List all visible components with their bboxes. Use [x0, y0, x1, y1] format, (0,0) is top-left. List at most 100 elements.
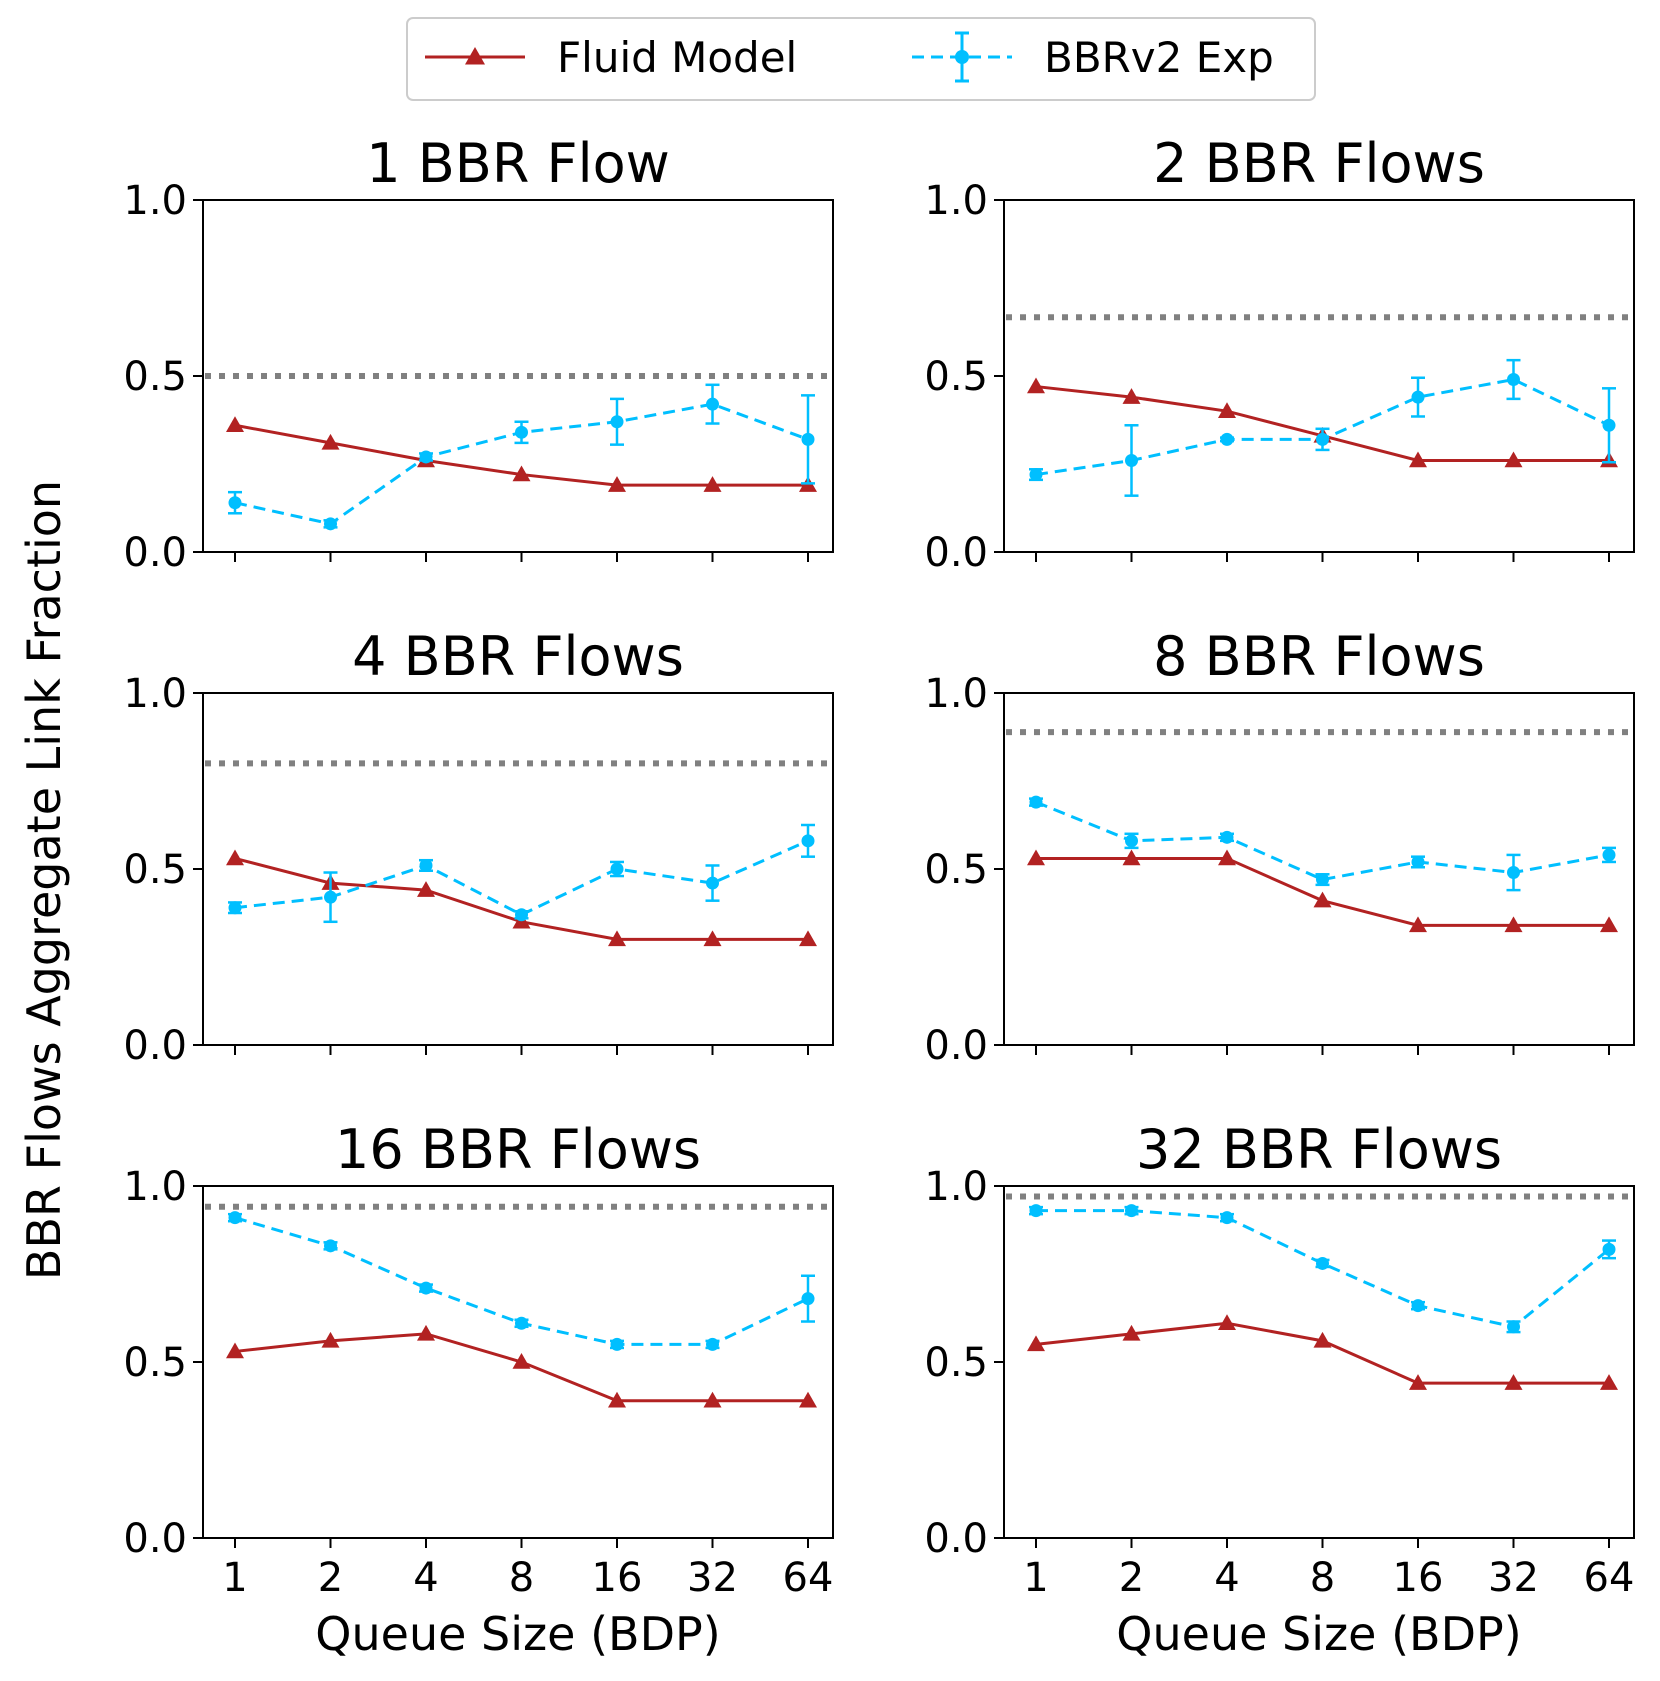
- panel-title: 32 BBR Flows: [1136, 1118, 1502, 1181]
- data-point-fluid-model: [1409, 1374, 1427, 1390]
- data-point-fluid-model: [608, 930, 626, 947]
- y-tick-label: 0.5: [123, 1340, 187, 1386]
- y-tick-label: 1.0: [123, 178, 187, 224]
- data-point-bbrv2-exp: [1602, 848, 1616, 862]
- data-point-fluid-model: [1027, 849, 1045, 866]
- data-point-bbrv2-exp: [801, 834, 815, 848]
- data-point-fluid-model: [417, 1324, 435, 1341]
- data-point-bbrv2-exp: [1220, 1211, 1234, 1225]
- y-tick-label: 0.5: [924, 354, 988, 400]
- data-point-fluid-model: [1027, 377, 1045, 394]
- x-tick-label: 4: [413, 1555, 438, 1601]
- y-tick-label: 1.0: [924, 178, 988, 224]
- x-tick-label: 8: [1310, 1555, 1335, 1601]
- data-point-bbrv2-exp: [1316, 1256, 1329, 1270]
- x-tick-label: 16: [1393, 1555, 1444, 1601]
- y-tick-label: 0.0: [924, 530, 988, 576]
- legend-label-bbrv2-exp: BBRv2 Exp: [1044, 33, 1274, 82]
- data-point-fluid-model: [417, 881, 435, 897]
- data-point-bbrv2-exp: [706, 397, 719, 411]
- data-point-fluid-model: [1122, 388, 1141, 404]
- data-point-fluid-model: [512, 465, 531, 482]
- data-point-fluid-model: [1504, 451, 1523, 468]
- y-tick-label: 0.5: [123, 847, 187, 893]
- y-tick-label: 0.5: [924, 1340, 988, 1386]
- data-point-bbrv2-exp: [706, 876, 719, 890]
- legend-label-fluid-model: Fluid Model: [557, 33, 797, 82]
- y-axis-label: BBR Flows Aggregate Link Fraction: [17, 480, 71, 1280]
- data-point-fluid-model: [1504, 1374, 1523, 1390]
- data-point-bbrv2-exp: [324, 890, 337, 904]
- x-tick-label: 32: [1488, 1555, 1539, 1601]
- data-point-bbrv2-exp: [1029, 1204, 1043, 1218]
- x-tick-label: 32: [687, 1555, 738, 1601]
- data-point-fluid-model: [1600, 916, 1618, 933]
- y-tick-label: 1.0: [123, 1164, 187, 1210]
- data-point-fluid-model: [1313, 1331, 1332, 1348]
- y-tick-label: 0.5: [924, 847, 988, 893]
- y-tick-label: 1.0: [924, 671, 988, 717]
- data-point-bbrv2-exp: [610, 862, 624, 876]
- data-point-fluid-model: [1122, 1324, 1141, 1341]
- data-point-bbrv2-exp: [1411, 390, 1425, 404]
- x-axis-label: Queue Size (BDP): [315, 1607, 720, 1661]
- data-point-fluid-model: [512, 1353, 531, 1369]
- data-point-bbrv2-exp: [1411, 855, 1425, 869]
- x-tick-label: 16: [592, 1555, 643, 1601]
- data-point-fluid-model: [703, 1391, 722, 1408]
- legend-marker-triangle-icon: [465, 47, 485, 65]
- x-tick-label: 1: [1023, 1555, 1048, 1601]
- x-tick-label: 1: [222, 1555, 247, 1601]
- data-point-bbrv2-exp: [228, 1211, 242, 1225]
- panel-4: 8 BBR Flows 0.0 0.5 1.0: [924, 625, 1635, 1069]
- x-tick-label: 64: [1584, 1555, 1635, 1601]
- data-point-fluid-model: [1027, 1335, 1045, 1352]
- data-point-fluid-model: [1600, 1374, 1618, 1390]
- data-point-bbrv2-exp: [515, 908, 528, 922]
- data-point-fluid-model: [1313, 891, 1332, 908]
- legend-marker-circle-icon: [955, 50, 969, 64]
- data-point-fluid-model: [1504, 916, 1523, 933]
- data-point-fluid-model: [608, 476, 626, 492]
- panel-title: 1 BBR Flow: [366, 132, 670, 195]
- data-point-fluid-model: [1409, 451, 1427, 468]
- legend-box: [406, 17, 1316, 101]
- y-tick-label: 0.0: [924, 1023, 988, 1069]
- legend: Fluid Model BBRv2 Exp: [406, 17, 1316, 101]
- plot-frame: [1003, 1185, 1635, 1539]
- data-point-bbrv2-exp: [419, 450, 433, 464]
- panel-5: 16 BBR Flows 0.0 0.5 1.0 1 2 4 8 16 32 64 Queue Siz…: [123, 1118, 834, 1661]
- data-point-bbrv2-exp: [515, 1316, 528, 1330]
- x-tick-label: 4: [1214, 1555, 1239, 1601]
- data-point-bbrv2-exp: [1029, 795, 1043, 809]
- x-tick-label: 8: [509, 1555, 534, 1601]
- data-point-fluid-model: [703, 476, 722, 492]
- panel-6: 32 BBR Flows 0.0 0.5 1.0 1 2 4 8 16 32 64 Queue Siz…: [924, 1118, 1635, 1661]
- y-tick-label: 0.0: [123, 530, 187, 576]
- x-tick-label: 64: [783, 1555, 834, 1601]
- data-point-fluid-model: [321, 1331, 340, 1348]
- data-point-bbrv2-exp: [1316, 873, 1329, 887]
- panel-3: 4 BBR Flows 0.0 0.5 1.0: [123, 625, 834, 1069]
- data-point-fluid-model: [226, 1342, 244, 1359]
- data-point-bbrv2-exp: [1125, 453, 1138, 467]
- data-point-fluid-model: [1218, 849, 1236, 866]
- x-axis-label: Queue Size (BDP): [1116, 1607, 1521, 1661]
- data-point-fluid-model: [226, 849, 244, 866]
- data-point-fluid-model: [608, 1391, 626, 1408]
- data-point-fluid-model: [799, 1391, 817, 1408]
- data-point-fluid-model: [1409, 916, 1427, 933]
- y-tick-label: 1.0: [123, 671, 187, 717]
- data-point-bbrv2-exp: [324, 1239, 337, 1253]
- data-point-bbrv2-exp: [1220, 830, 1234, 844]
- data-point-bbrv2-exp: [419, 1281, 433, 1295]
- data-point-bbrv2-exp: [228, 496, 242, 510]
- data-point-bbrv2-exp: [228, 901, 242, 915]
- data-point-bbrv2-exp: [801, 1292, 815, 1306]
- data-point-bbrv2-exp: [1507, 1320, 1520, 1334]
- y-tick-label: 0.0: [123, 1516, 187, 1562]
- data-point-bbrv2-exp: [515, 425, 528, 439]
- data-point-bbrv2-exp: [1316, 432, 1329, 446]
- data-point-bbrv2-exp: [1220, 432, 1234, 446]
